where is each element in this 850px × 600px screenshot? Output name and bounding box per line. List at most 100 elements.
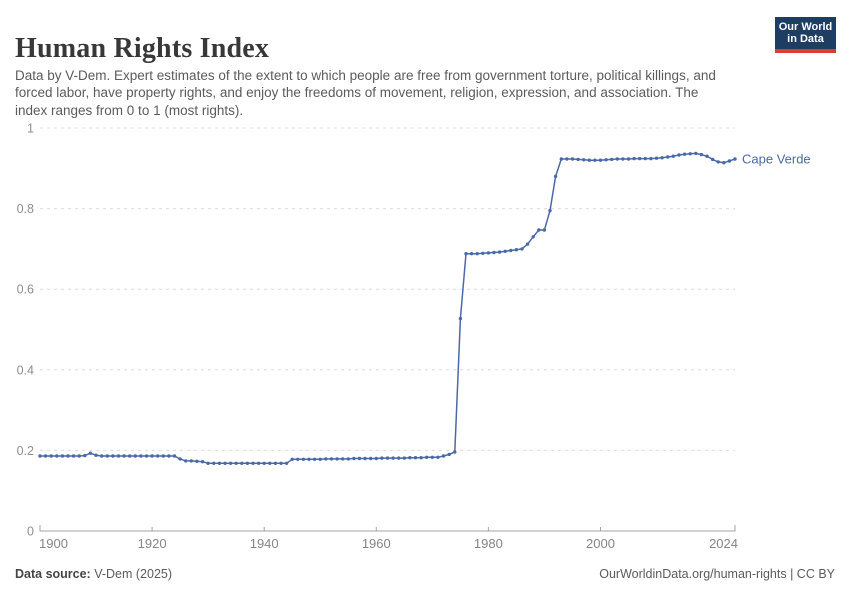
data-point bbox=[682, 152, 687, 156]
data-point bbox=[727, 159, 732, 163]
data-point bbox=[256, 461, 261, 465]
data-point bbox=[357, 456, 362, 461]
data-point bbox=[167, 454, 171, 458]
data-point bbox=[312, 457, 317, 461]
data-point bbox=[548, 208, 552, 213]
data-point bbox=[699, 152, 704, 157]
data-point bbox=[492, 250, 496, 255]
data-point bbox=[621, 157, 625, 161]
data-point bbox=[133, 454, 137, 458]
data-point bbox=[200, 460, 205, 464]
data-point bbox=[245, 461, 250, 465]
y-tick-label: 0.2 bbox=[17, 444, 34, 458]
line-chart[interactable]: 0 0.2 0.4 0.6 0.8 1 1900 1920 1940 1960 1980 2000 20… bbox=[0, 110, 850, 560]
y-tick-label: 0 bbox=[27, 525, 34, 539]
data-point bbox=[559, 157, 563, 161]
data-point bbox=[49, 454, 53, 458]
x-tick-label: 1920 bbox=[138, 536, 167, 551]
data-point bbox=[537, 228, 541, 232]
data-point bbox=[419, 456, 423, 460]
data-point bbox=[71, 454, 76, 458]
data-point bbox=[195, 459, 199, 463]
data-point bbox=[189, 459, 193, 463]
data-point bbox=[38, 454, 42, 458]
y-tick-label: 0.4 bbox=[17, 363, 34, 377]
data-point bbox=[363, 456, 367, 461]
x-tick-label: 2000 bbox=[586, 536, 615, 551]
data-point bbox=[520, 247, 524, 251]
x-tick-label: 2024 bbox=[709, 536, 738, 551]
data-point bbox=[593, 158, 597, 162]
data-point bbox=[722, 161, 726, 165]
chart-subtitle: Data by V-Dem. Expert estimates of the e… bbox=[15, 67, 716, 118]
data-point bbox=[223, 461, 227, 465]
data-point bbox=[318, 457, 322, 461]
chart-footer: Data source: V-Dem (2025) OurWorldinData… bbox=[15, 567, 835, 585]
data-point bbox=[464, 252, 468, 256]
data-point bbox=[212, 461, 216, 465]
data-point bbox=[638, 156, 642, 161]
data-point bbox=[553, 174, 558, 179]
data-point bbox=[178, 457, 182, 461]
data-point bbox=[402, 456, 406, 460]
data-point bbox=[116, 454, 121, 458]
data-point bbox=[301, 457, 306, 461]
data-point bbox=[481, 251, 485, 255]
data-point bbox=[733, 157, 737, 161]
data-point bbox=[240, 461, 244, 465]
data-point bbox=[626, 157, 631, 161]
data-point bbox=[55, 454, 59, 458]
data-point bbox=[514, 248, 519, 252]
data-point bbox=[88, 451, 93, 455]
data-point bbox=[604, 158, 608, 162]
data-point bbox=[296, 457, 300, 461]
data-point bbox=[391, 456, 395, 460]
data-point bbox=[654, 156, 659, 160]
data-point bbox=[262, 461, 266, 465]
data-point bbox=[509, 248, 513, 253]
data-point bbox=[710, 157, 715, 162]
data-point bbox=[184, 459, 188, 463]
data-point bbox=[441, 454, 446, 458]
data-point bbox=[503, 249, 507, 253]
data-point bbox=[206, 461, 210, 465]
data-point bbox=[666, 155, 670, 159]
series-line bbox=[40, 152, 736, 465]
x-tick-label: 1900 bbox=[39, 536, 68, 551]
data-point bbox=[217, 461, 222, 465]
data-point bbox=[475, 252, 479, 256]
data-point bbox=[542, 228, 547, 232]
owid-logo-line1: Our World bbox=[778, 20, 833, 33]
data-point bbox=[436, 455, 440, 459]
data-point bbox=[144, 454, 149, 458]
data-source-value: V-Dem (2025) bbox=[90, 567, 173, 581]
data-point bbox=[128, 454, 132, 458]
data-point bbox=[156, 454, 160, 458]
data-point bbox=[234, 461, 238, 465]
data-point bbox=[671, 154, 675, 158]
chart-title: Human Rights Index bbox=[15, 32, 270, 64]
data-point bbox=[688, 152, 692, 156]
data-source-label: Data source: bbox=[15, 567, 91, 581]
data-point bbox=[430, 455, 434, 459]
data-point bbox=[408, 456, 412, 460]
data-point bbox=[380, 456, 384, 460]
data-point bbox=[531, 235, 535, 239]
data-source: Data source: V-Dem (2025) bbox=[15, 567, 172, 581]
data-point bbox=[172, 454, 177, 458]
data-point bbox=[385, 456, 390, 460]
data-point bbox=[290, 457, 294, 461]
data-point bbox=[100, 454, 104, 458]
data-point bbox=[122, 454, 126, 458]
owid-logo[interactable]: Our World in Data bbox=[775, 17, 836, 53]
data-point bbox=[369, 456, 373, 461]
x-tick-label: 1980 bbox=[474, 536, 503, 551]
data-point bbox=[251, 461, 255, 465]
data-point bbox=[105, 454, 110, 458]
credit-line: OurWorldinData.org/human-rights | CC BY bbox=[599, 567, 835, 581]
data-point bbox=[694, 151, 698, 156]
data-point bbox=[284, 461, 289, 465]
data-point bbox=[161, 454, 165, 458]
data-point bbox=[77, 454, 81, 458]
series-end-label[interactable]: Cape Verde bbox=[742, 152, 811, 167]
